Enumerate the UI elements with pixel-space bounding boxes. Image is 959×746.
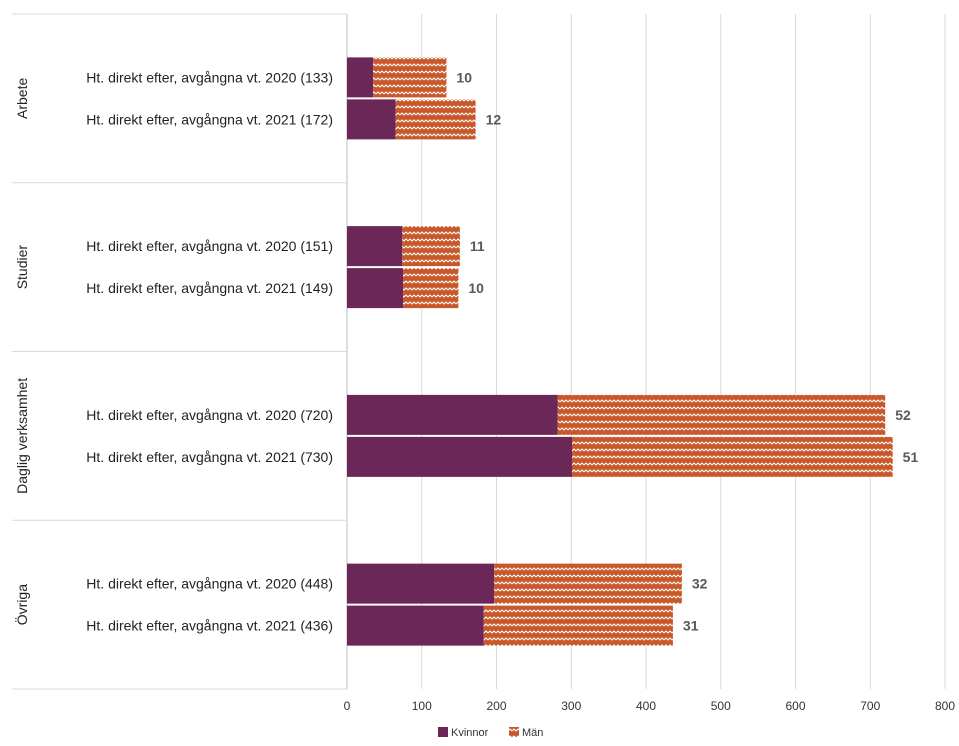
x-tick-label: 600: [785, 699, 805, 713]
category-label: Ht. direkt efter, avgångna vt. 2020 (448…: [86, 576, 333, 592]
group-label: Daglig verksamhet: [14, 378, 30, 494]
legend-swatch-kvinnor: [438, 727, 448, 737]
x-tick-label: 400: [636, 699, 656, 713]
category-label: Ht. direkt efter, avgångna vt. 2021 (149…: [86, 280, 333, 296]
data-label: 12: [486, 111, 502, 127]
x-tick-label: 800: [935, 699, 955, 713]
bars-layer: [347, 57, 893, 646]
category-label: Ht. direkt efter, avgångna vt. 2021 (436…: [86, 618, 333, 634]
category-label: Ht. direkt efter, avgångna vt. 2021 (172…: [86, 111, 333, 127]
x-tick-label: 300: [561, 699, 581, 713]
bar-segment-kvinnor: [347, 394, 558, 435]
data-label: 11: [470, 238, 485, 254]
bar-segment-kvinnor: [347, 226, 403, 267]
bar-segment-man: [494, 563, 682, 604]
bar-segment-man: [571, 436, 893, 477]
bar-segment-kvinnor: [347, 99, 396, 140]
group-label: Arbete: [14, 78, 30, 119]
x-tick-label: 700: [860, 699, 880, 713]
group-label: Studier: [14, 245, 30, 290]
bar-segment-man: [395, 99, 476, 140]
category-label: Ht. direkt efter, avgångna vt. 2020 (133…: [86, 69, 333, 85]
data-label: 52: [895, 407, 911, 423]
legend-label-kvinnor: Kvinnor: [451, 727, 489, 739]
x-tick-label: 200: [486, 699, 506, 713]
legend: Kvinnor Män: [438, 727, 543, 739]
bar-segment-man: [402, 226, 460, 267]
bar-segment-man: [483, 605, 673, 646]
x-tick-label: 500: [711, 699, 731, 713]
bar-segment-kvinnor: [347, 563, 495, 604]
bar-segment-man: [373, 57, 447, 98]
data-label: 10: [468, 280, 484, 296]
x-tick-label: 0: [344, 699, 351, 713]
legend-swatch-man: [509, 727, 519, 737]
data-label: 10: [456, 69, 472, 85]
group-label: Övriga: [13, 584, 30, 625]
labels-layer: 0 100 200 300 400 500 600 700 800 Arbete Ht. direk…: [13, 69, 955, 713]
grid-layer: [12, 13, 946, 690]
data-label: 51: [903, 449, 919, 465]
x-tick-label: 100: [412, 699, 432, 713]
category-label: Ht. direkt efter, avgångna vt. 2020 (720…: [86, 407, 333, 423]
data-label: 32: [692, 576, 708, 592]
bar-segment-man: [557, 394, 886, 435]
bar-segment-kvinnor: [347, 268, 404, 309]
bar-segment-kvinnor: [347, 605, 484, 646]
bar-segment-man: [403, 268, 459, 309]
category-label: Ht. direkt efter, avgångna vt. 2020 (151…: [86, 238, 333, 254]
bar-segment-kvinnor: [347, 57, 374, 98]
data-label: 31: [683, 618, 699, 634]
category-label: Ht. direkt efter, avgångna vt. 2021 (730…: [86, 449, 333, 465]
bar-segment-kvinnor: [347, 436, 572, 477]
legend-label-man: Män: [522, 727, 543, 739]
